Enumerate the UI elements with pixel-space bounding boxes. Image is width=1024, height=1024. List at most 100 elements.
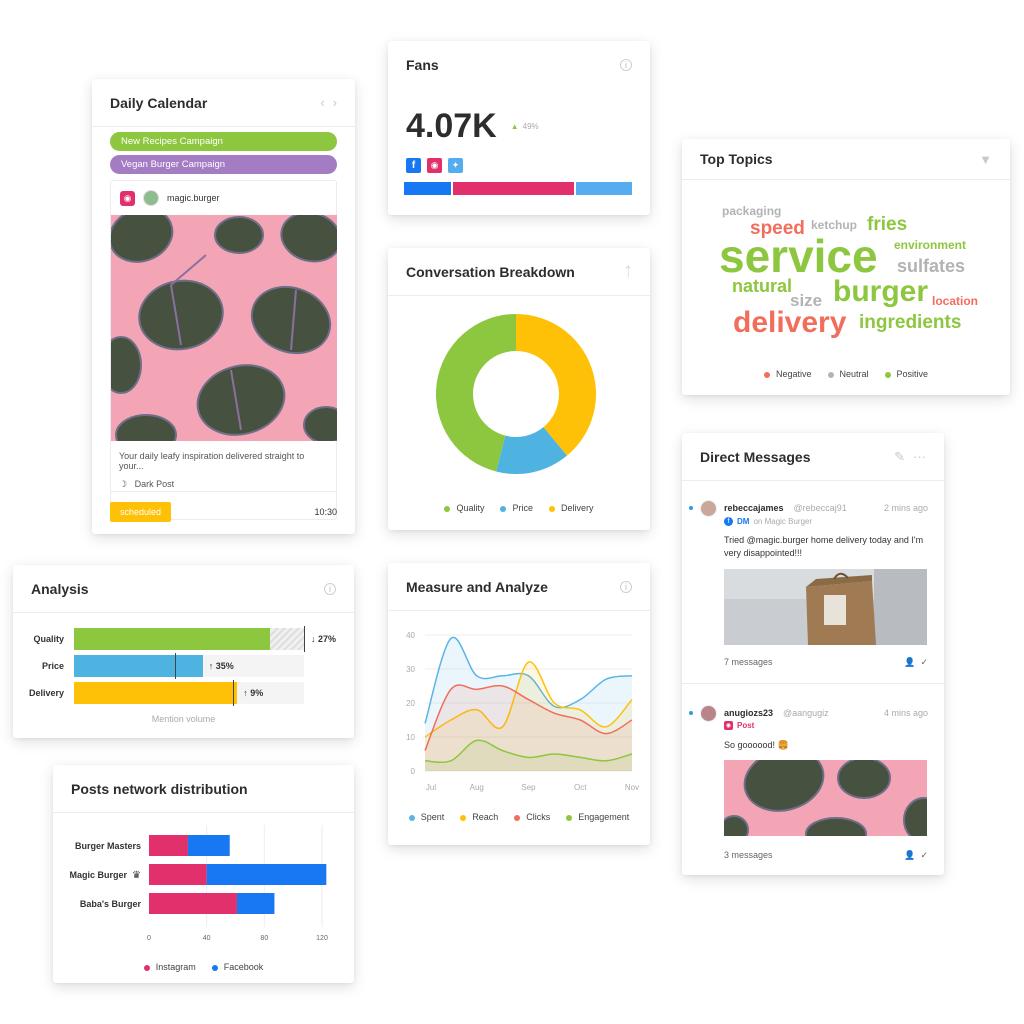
message-item[interactable]: anugiozs23 @aangugiz 4 mins ago ◉ Post So… (682, 683, 944, 875)
x-tick-label: 80 (260, 935, 268, 942)
post-caption: Your daily leafy inspiration delivered s… (119, 451, 305, 471)
y-tick-label: 20 (406, 699, 415, 708)
legend-dot (566, 814, 573, 821)
chevron-left-icon[interactable]: ‹ (320, 95, 325, 110)
legend-dot (500, 505, 507, 512)
post-image (111, 215, 337, 441)
message-item[interactable]: rebeccajames @rebeccaj91 2 mins ago f DM … (682, 481, 944, 683)
legend-item-neutral[interactable]: Neutral (827, 369, 869, 379)
measure-analyze-card: Measure and Analyze i 0 10 20 30 40 Jul Aug Sep… (388, 563, 650, 845)
legend-dot (143, 964, 150, 971)
x-tick-label: Jul (426, 783, 436, 792)
info-icon[interactable]: i (620, 59, 632, 71)
sender-handle: @aangugiz (783, 708, 829, 718)
legend-dot (211, 964, 218, 971)
legend-item-quality[interactable]: Quality (444, 503, 484, 513)
unread-dot (689, 711, 693, 715)
topic-word[interactable]: burger (833, 275, 929, 308)
conversation-title: Conversation Breakdown (406, 263, 575, 280)
check-icon[interactable]: ✓ (920, 850, 928, 860)
analysis-row-price[interactable]: Price ↑ 35% (13, 653, 354, 679)
y-tick-label: 10 (406, 733, 415, 742)
legend-item-negative[interactable]: Negative (763, 369, 812, 379)
x-tick-label: Aug (470, 783, 484, 792)
legend-dot (460, 814, 467, 821)
edit-icon[interactable]: ✎ (894, 448, 905, 464)
fans-split-bar (404, 182, 632, 195)
analysis-footer: Mention volume (151, 714, 216, 724)
legend-dot (408, 814, 415, 821)
campaign-pill[interactable]: Vegan Burger Campaign (110, 155, 337, 174)
share-icon[interactable]: ᛏ (624, 264, 632, 279)
post-type: Dark Post (134, 479, 175, 489)
legend-item-facebook[interactable]: Facebook (211, 962, 263, 972)
analysis-bar-track (74, 626, 305, 652)
campaign-pill[interactable]: New Recipes Campaign (110, 132, 337, 151)
area-chart: 0 10 20 30 40 Jul Aug Sep Oct Nov (406, 631, 639, 792)
topic-word[interactable]: location (932, 294, 979, 308)
legend-dot (827, 371, 834, 378)
chevron-right-icon[interactable]: › (332, 95, 337, 110)
legend-item-clicks[interactable]: Clicks (514, 812, 550, 822)
series-line-reach (424, 661, 633, 738)
instagram-icon: ◉ (120, 190, 135, 206)
x-tick-label: 40 (203, 935, 211, 942)
info-icon[interactable]: i (324, 582, 336, 595)
topic-word[interactable]: packaging (722, 204, 782, 218)
series-line-engagement (424, 739, 633, 764)
legend-item-engagement[interactable]: Engagement (566, 812, 629, 822)
moon-icon: ☽ (119, 479, 128, 489)
legend-label: Positive (896, 369, 929, 379)
fans-segment-twitter (576, 182, 632, 195)
analysis-row-quality[interactable]: Quality ↓ 27% (13, 626, 354, 652)
legend-item-delivery[interactable]: Delivery (549, 503, 594, 513)
legend-label: Delivery (561, 503, 594, 513)
check-icon[interactable]: ✓ (920, 657, 928, 667)
sender-name: rebeccajames (724, 503, 784, 513)
topic-word[interactable]: size (790, 291, 823, 310)
more-icon[interactable]: ··· (913, 449, 926, 464)
legend-item-reach[interactable]: Reach (460, 812, 498, 822)
status-badge[interactable]: scheduled (110, 501, 172, 522)
legend-label: Spent (420, 812, 445, 822)
donut-slice-price (496, 427, 567, 474)
legend-item-price[interactable]: Price (500, 503, 533, 513)
daily-calendar-header: Daily Calendar ‹ › (92, 79, 355, 127)
filter-icon[interactable]: ▼ (979, 151, 992, 167)
message-count: 7 messages (724, 657, 773, 667)
source-context: on Magic Burger (753, 517, 813, 526)
source-type: DM (737, 517, 750, 526)
category-label: Burger Masters (75, 841, 141, 851)
analysis-bar-fill (74, 655, 203, 677)
topic-word[interactable]: delivery (733, 306, 847, 339)
topic-word[interactable]: fries (867, 214, 908, 235)
legend-item-spent[interactable]: Spent (408, 812, 445, 822)
legend-item-instagram[interactable]: Instagram (143, 962, 196, 972)
topic-word[interactable]: speed (750, 218, 805, 239)
top-topics-card: Top Topics ▼ packaging speed ketchup fries s… (682, 139, 1010, 395)
topic-word[interactable]: environment (894, 238, 967, 252)
legend-item-positive[interactable]: Positive (884, 369, 929, 379)
topic-word[interactable]: service (719, 230, 878, 282)
assign-user-icon[interactable]: 👤 (904, 850, 916, 860)
legend-dot (549, 505, 555, 512)
topic-word[interactable]: ingredients (859, 312, 962, 333)
word-cloud: packaging speed ketchup fries service environ… (682, 139, 1010, 395)
up-arrow-icon: ▲ (510, 122, 519, 131)
scheduled-post[interactable]: ◉ magic.burger (110, 180, 337, 520)
topic-word[interactable]: sulfates (897, 256, 966, 276)
x-tick-label: 0 (147, 935, 151, 942)
instagram-icon: ◉ (724, 721, 733, 730)
avatar (700, 705, 717, 722)
assign-user-icon[interactable]: 👤 (904, 657, 916, 667)
category-label: Magic Burger (69, 870, 127, 880)
topic-word[interactable]: ketchup (811, 218, 858, 232)
category-label: Baba's Burger (80, 899, 142, 909)
analysis-bar-marker (304, 626, 305, 652)
legend-label: Engagement (578, 812, 630, 822)
donut-chart (435, 314, 596, 474)
info-icon[interactable]: i (620, 580, 632, 593)
topic-word[interactable]: natural (732, 276, 793, 296)
analysis-row-delivery[interactable]: Delivery ↑ 9% (13, 680, 354, 706)
fans-title: Fans (406, 57, 439, 73)
